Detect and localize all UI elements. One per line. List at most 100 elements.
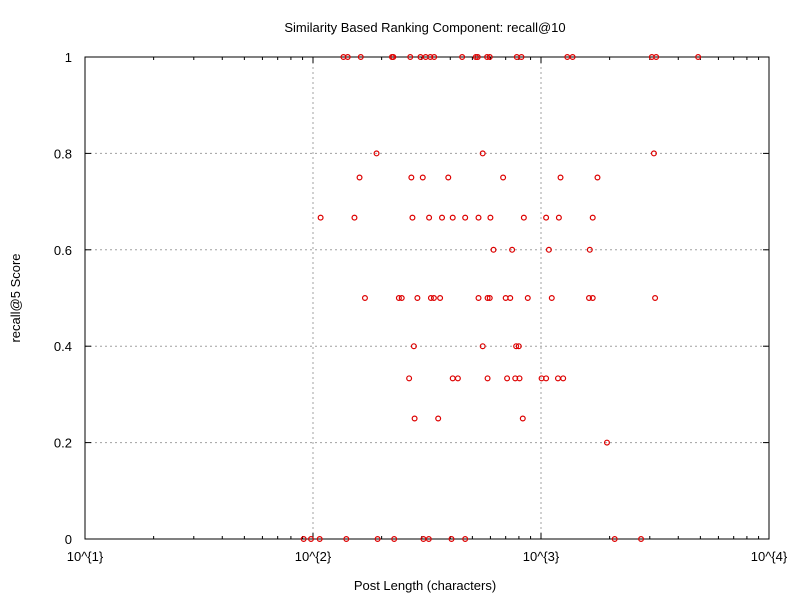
data-point [439, 214, 446, 221]
x-tick-label: 10^{4} [751, 549, 788, 564]
y-tick-label: 1 [65, 50, 72, 65]
data-point [410, 343, 417, 350]
data-point [449, 214, 456, 221]
data-point [357, 53, 364, 60]
data-point [374, 535, 381, 542]
data-point [515, 343, 522, 350]
data-points [300, 53, 702, 542]
data-point [479, 150, 486, 157]
data-point [454, 375, 461, 382]
data-point [486, 295, 493, 302]
data-point [543, 375, 550, 382]
data-point [695, 53, 702, 60]
data-point [351, 214, 358, 221]
data-point [555, 214, 562, 221]
data-point [504, 375, 511, 382]
data-point [611, 535, 618, 542]
data-point [520, 214, 527, 221]
data-point [395, 295, 402, 302]
data-point [589, 214, 596, 221]
data-point [507, 295, 514, 302]
data-point [519, 415, 526, 422]
data-point [343, 535, 350, 542]
data-point [474, 53, 481, 60]
data-point [425, 535, 432, 542]
data-point [445, 174, 452, 181]
data-point [373, 150, 380, 157]
data-point [300, 535, 307, 542]
data-point [409, 214, 416, 221]
x-tick-label: 10^{1} [67, 549, 104, 564]
data-point [462, 214, 469, 221]
data-point [484, 375, 491, 382]
data-point [475, 295, 482, 302]
data-point [411, 415, 418, 422]
x-tick-label: 10^{3} [523, 549, 560, 564]
data-point [650, 150, 657, 157]
x-axis-label: Post Length (characters) [354, 578, 496, 593]
data-point [475, 214, 482, 221]
y-tick-label: 0.2 [54, 436, 72, 451]
data-point [543, 214, 550, 221]
data-point [414, 295, 421, 302]
data-point [427, 295, 434, 302]
data-point [390, 53, 397, 60]
data-point [462, 535, 469, 542]
data-point [513, 343, 520, 350]
data-point [406, 375, 413, 382]
data-point [487, 214, 494, 221]
data-point [545, 246, 552, 253]
data-point [603, 439, 610, 446]
y-tick-label: 0.8 [54, 146, 72, 161]
data-point [356, 174, 363, 181]
x-tick-label: 10^{2} [295, 549, 332, 564]
data-point [516, 375, 523, 382]
data-point [586, 246, 593, 253]
data-point [518, 53, 525, 60]
data-point [484, 53, 491, 60]
data-point [500, 174, 507, 181]
y-tick-label: 0 [65, 532, 72, 547]
data-point [472, 53, 479, 60]
data-point [459, 53, 466, 60]
axes: 0 0.2 0.4 0.6 0.8 1 10^{1} 10^{2} 10^{3} 10^{4} [54, 50, 788, 564]
data-point [586, 295, 593, 302]
data-point [449, 375, 456, 382]
grid-layer [85, 57, 769, 539]
data-point [419, 174, 426, 181]
data-point [398, 295, 405, 302]
data-point [509, 246, 516, 253]
chart-title: Similarity Based Ranking Component: reca… [284, 20, 565, 35]
data-point [344, 53, 351, 60]
data-point [407, 53, 414, 60]
data-point [486, 53, 493, 60]
data-point [638, 535, 645, 542]
data-point [408, 174, 415, 181]
data-point [426, 214, 433, 221]
data-point [316, 535, 323, 542]
data-point [448, 535, 455, 542]
y-tick-label: 0.6 [54, 243, 72, 258]
data-point [431, 53, 438, 60]
data-point [479, 343, 486, 350]
data-point [548, 295, 555, 302]
data-point [589, 295, 596, 302]
y-tick-label: 0.4 [54, 339, 72, 354]
data-point [569, 53, 576, 60]
data-point [490, 246, 497, 253]
data-point [594, 174, 601, 181]
data-point [524, 295, 531, 302]
data-point [430, 295, 437, 302]
data-point [435, 415, 442, 422]
data-point [484, 295, 491, 302]
data-point [307, 535, 314, 542]
data-point [427, 53, 434, 60]
plot-frame [84, 56, 770, 540]
data-point [437, 295, 444, 302]
y-axis-label: recall@5 Score [8, 253, 23, 342]
data-point [361, 295, 368, 302]
data-point [554, 375, 561, 382]
data-point [557, 174, 564, 181]
